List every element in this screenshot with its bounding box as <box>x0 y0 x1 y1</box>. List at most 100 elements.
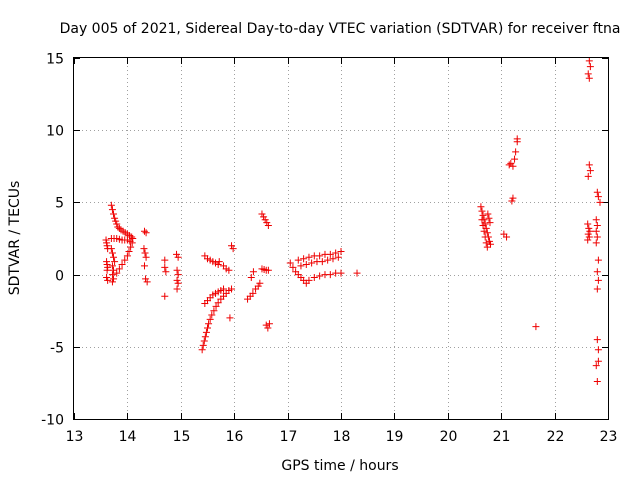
data-point <box>511 155 519 163</box>
axis-ticks: 13 14 15 16 17 18 19 20 21 22 23 -10 -5 0 5 10 15 <box>41 52 617 446</box>
data-point <box>128 233 136 241</box>
data-point <box>125 247 133 255</box>
data-point <box>509 162 517 170</box>
data-point <box>247 273 255 281</box>
data-point <box>334 253 342 261</box>
data-point <box>142 253 150 261</box>
data-point <box>585 161 593 169</box>
data-point <box>596 198 604 206</box>
data-point <box>108 278 116 286</box>
x-axis-label: GPS time / hours <box>281 458 398 474</box>
data-point <box>142 229 150 237</box>
data-point <box>297 262 305 270</box>
data-point <box>226 314 234 322</box>
data-point <box>318 258 326 266</box>
data-point <box>205 320 213 328</box>
data-point <box>485 214 493 222</box>
data-point <box>107 201 115 209</box>
data-point <box>108 262 116 270</box>
data-point <box>103 266 111 274</box>
data-point <box>513 138 521 146</box>
data-point <box>593 188 601 196</box>
data-point <box>103 258 111 266</box>
data-point <box>103 242 111 250</box>
data-point <box>118 260 126 268</box>
data-point <box>104 276 112 284</box>
data-point <box>254 282 262 290</box>
data-point <box>173 250 181 258</box>
data-point <box>263 219 271 227</box>
data-point <box>509 194 517 202</box>
data-point <box>174 271 182 279</box>
data-point <box>486 219 494 227</box>
data-point <box>310 273 318 281</box>
data-point <box>108 249 116 257</box>
data-point <box>199 341 207 349</box>
data-point <box>140 227 148 235</box>
data-point <box>113 220 121 228</box>
data-point <box>592 227 600 235</box>
data-point <box>300 255 308 263</box>
data-point <box>262 321 270 329</box>
data-point <box>482 239 490 247</box>
data-point <box>103 273 111 281</box>
data-point <box>586 167 594 175</box>
x-tick-label: 18 <box>333 429 351 445</box>
data-point <box>479 211 487 219</box>
data-point <box>123 252 131 260</box>
data-point <box>594 346 602 354</box>
data-point <box>316 252 324 260</box>
data-point <box>478 216 486 224</box>
data-point <box>204 324 211 332</box>
data-point <box>140 262 148 270</box>
data-point <box>326 250 334 258</box>
data-point <box>305 276 313 284</box>
grid <box>74 58 608 419</box>
data-point <box>107 245 115 253</box>
data-point <box>111 258 119 266</box>
data-point <box>115 224 123 232</box>
data-point <box>102 236 110 244</box>
y-tick-label: -10 <box>41 413 64 429</box>
data-point <box>585 57 593 65</box>
data-point <box>141 249 149 257</box>
data-point <box>249 289 257 297</box>
data-point <box>111 214 119 222</box>
data-point <box>532 323 540 331</box>
data-point <box>142 275 150 283</box>
data-point <box>249 268 257 276</box>
data-point <box>110 275 118 283</box>
data-point <box>585 233 593 241</box>
x-tick-label: 13 <box>66 429 84 445</box>
data-point <box>260 213 268 221</box>
data-point <box>584 220 592 228</box>
data-point <box>161 292 169 300</box>
x-tick-label: 20 <box>440 429 458 445</box>
data-point <box>503 233 511 241</box>
data-point <box>584 172 592 180</box>
data-point <box>161 263 169 271</box>
data-point <box>294 256 302 264</box>
x-tick-label: 17 <box>280 429 298 445</box>
data-point <box>261 216 269 224</box>
data-point <box>324 256 332 264</box>
x-tick-label: 15 <box>173 429 191 445</box>
data-point <box>198 346 206 354</box>
x-tick-label: 21 <box>493 429 511 445</box>
data-point <box>258 210 266 218</box>
y-tick-label: 5 <box>55 196 64 212</box>
data-point <box>593 222 601 230</box>
data-point <box>121 256 129 264</box>
data-point <box>481 233 489 241</box>
data-points <box>102 57 604 385</box>
data-point <box>326 271 334 279</box>
data-point <box>592 239 600 247</box>
y-tick-label: -5 <box>50 341 64 357</box>
data-point <box>215 258 223 266</box>
data-point <box>214 299 222 307</box>
data-point <box>112 217 120 225</box>
data-point <box>478 207 486 215</box>
data-point <box>286 259 294 267</box>
data-point <box>174 279 182 287</box>
data-point <box>585 224 593 232</box>
